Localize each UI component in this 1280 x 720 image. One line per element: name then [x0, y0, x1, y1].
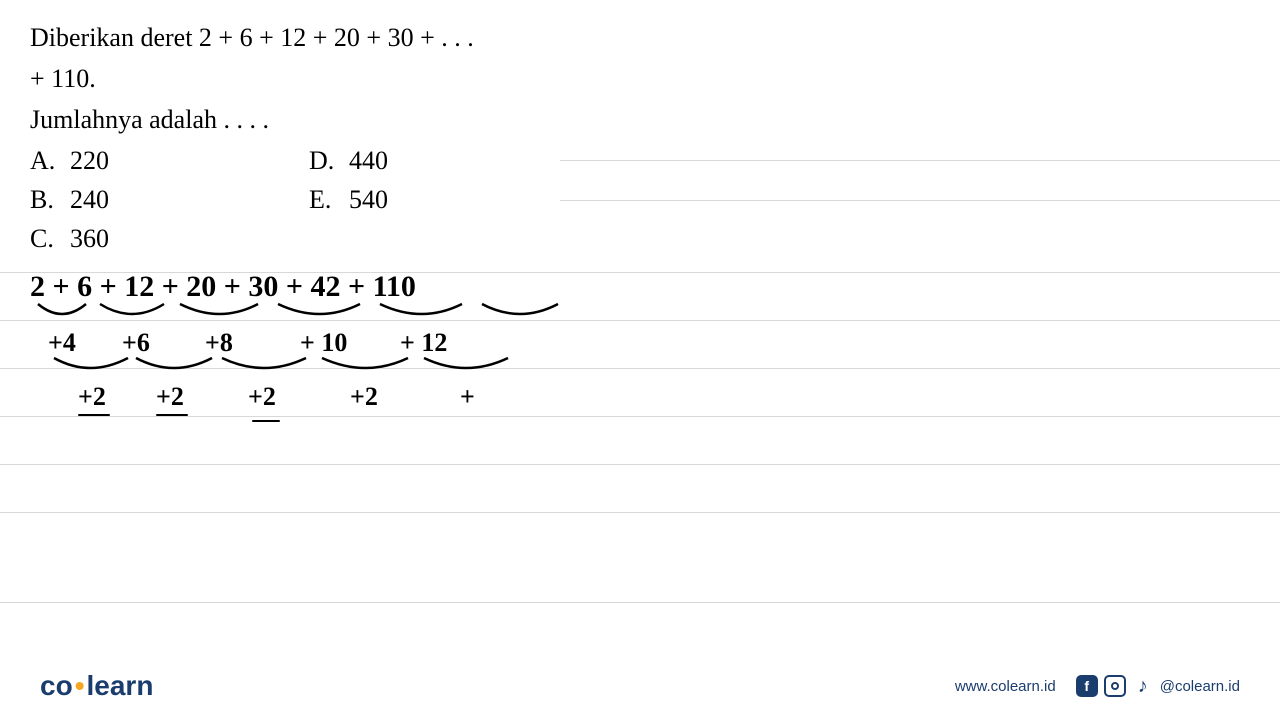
- option-d-letter: D.: [309, 141, 349, 180]
- option-d: D.440: [309, 141, 388, 180]
- logo-learn: learn: [87, 670, 154, 701]
- option-e-letter: E.: [309, 180, 349, 219]
- diff1-1: +6: [122, 328, 150, 358]
- option-a-letter: A.: [30, 141, 70, 180]
- series-red: 2 + 6 + 12 + 20 + 30: [30, 270, 278, 303]
- option-b: B.240: [30, 180, 109, 219]
- diff1-0: +4: [48, 328, 76, 358]
- option-a-value: 220: [70, 146, 109, 175]
- question-line-3: Jumlahnya adalah . . . .: [30, 100, 1250, 139]
- footer: co•learn www.colearn.id f ♪ @colearn.id: [0, 670, 1280, 702]
- tiktok-icon: ♪: [1132, 675, 1154, 697]
- series-black: + 42 + 110: [278, 270, 416, 303]
- diff2-4: +: [460, 382, 475, 412]
- logo: co•learn: [40, 670, 153, 702]
- option-b-value: 240: [70, 185, 109, 214]
- option-c: C.360: [30, 219, 109, 258]
- option-c-letter: C.: [30, 219, 70, 258]
- diff1-2: +8: [205, 328, 233, 358]
- underline: [78, 414, 110, 416]
- social-icons: f ♪ @colearn.id: [1076, 675, 1240, 697]
- option-d-value: 440: [349, 146, 388, 175]
- question-line-2: + 110.: [30, 59, 1250, 98]
- underline: [156, 414, 188, 416]
- question-line-1: Diberikan deret 2 + 6 + 12 + 20 + 30 + .…: [30, 18, 1250, 57]
- option-a: A.220: [30, 141, 109, 180]
- instagram-icon: [1104, 675, 1126, 697]
- underline: [252, 420, 280, 422]
- option-e-value: 540: [349, 185, 388, 214]
- diff1-4: + 12: [400, 328, 447, 358]
- footer-right: www.colearn.id f ♪ @colearn.id: [955, 675, 1240, 697]
- social-handle: @colearn.id: [1160, 678, 1240, 695]
- arc-row-2: [30, 356, 550, 380]
- option-e: E.540: [309, 180, 388, 219]
- logo-dot: •: [73, 670, 87, 701]
- diff2-0: +2: [78, 382, 106, 412]
- ruled-line: [0, 416, 1280, 417]
- arc-row-1: [30, 302, 590, 326]
- logo-co: co: [40, 670, 73, 701]
- ruled-line: [560, 200, 1280, 201]
- ruled-line: [560, 160, 1280, 161]
- ruled-line: [0, 602, 1280, 603]
- ruled-line: [0, 512, 1280, 513]
- series-expression: 2 + 6 + 12 + 20 + 30 + 42 + 110: [30, 270, 416, 304]
- diff2-3: +2: [350, 382, 378, 412]
- diff1-3: + 10: [300, 328, 347, 358]
- option-b-letter: B.: [30, 180, 70, 219]
- diff2-1: +2: [156, 382, 184, 412]
- diff2-2: +2: [248, 382, 276, 412]
- website-link: www.colearn.id: [955, 678, 1056, 695]
- option-c-value: 360: [70, 224, 109, 253]
- ruled-line: [0, 464, 1280, 465]
- facebook-icon: f: [1076, 675, 1098, 697]
